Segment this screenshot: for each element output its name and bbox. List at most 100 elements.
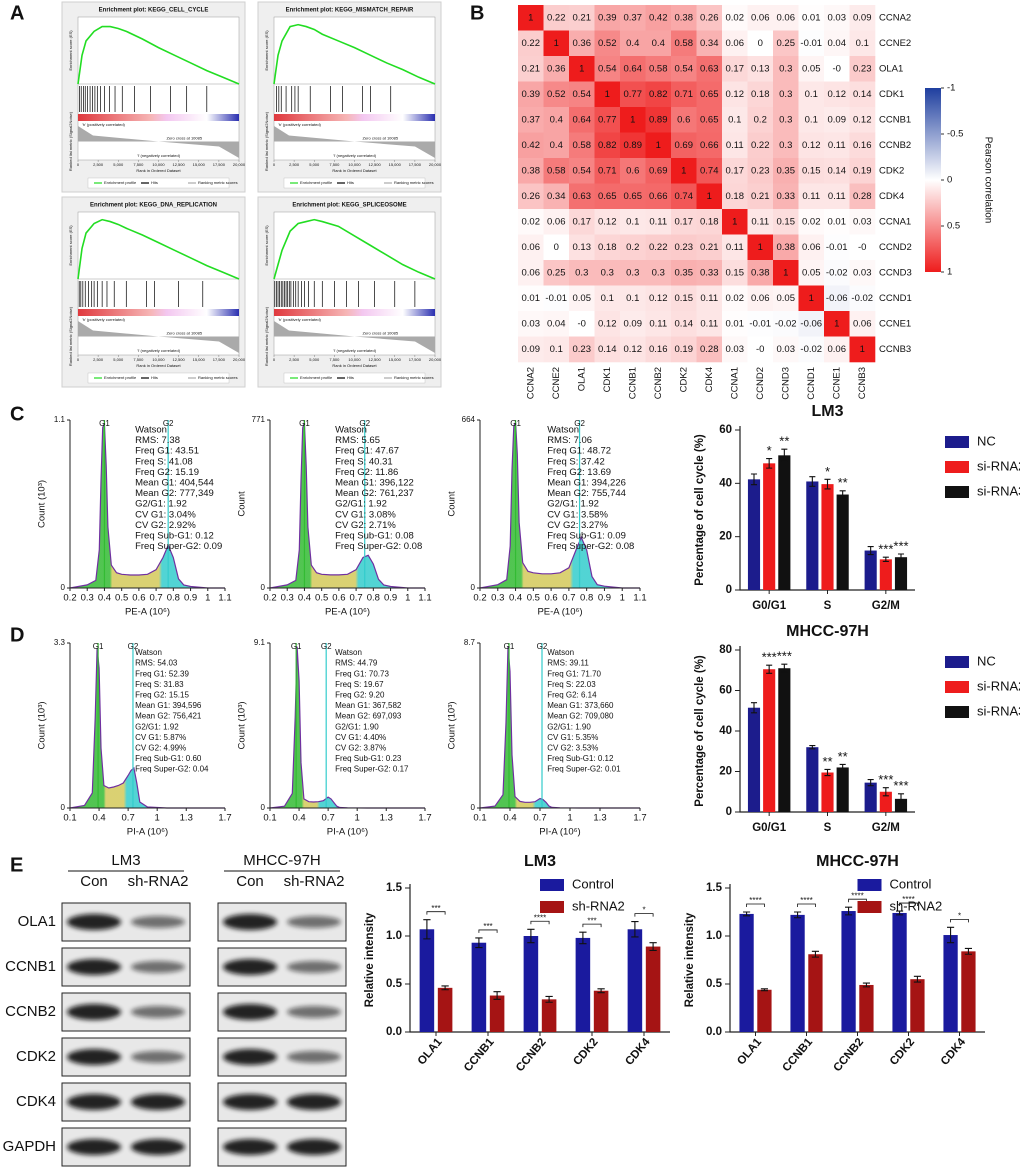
cell-label: 0.71 bbox=[598, 165, 617, 176]
bar bbox=[593, 990, 609, 1032]
band bbox=[131, 961, 185, 973]
heat-cell bbox=[671, 5, 697, 31]
metric-area bbox=[274, 321, 435, 353]
heat-cell bbox=[620, 336, 646, 363]
heat-cell bbox=[518, 5, 544, 31]
heat-cell bbox=[543, 132, 570, 159]
heat-cell bbox=[645, 209, 672, 235]
stat-line: Freq S: 31.83 bbox=[135, 680, 184, 689]
stat-line: Freq Sub-G1: 0.60 bbox=[135, 754, 202, 763]
annotation: 'l' (negatively correlated) bbox=[137, 348, 181, 353]
heat-cell bbox=[543, 107, 570, 133]
heat-cell bbox=[620, 5, 646, 31]
significance: *** bbox=[431, 904, 440, 913]
cell-label: 0.4 bbox=[652, 38, 665, 49]
y-tick-label: 1.0 bbox=[386, 930, 402, 942]
band bbox=[131, 1006, 185, 1018]
heat-cell bbox=[849, 30, 876, 57]
heat-cell bbox=[696, 5, 723, 31]
x-tick-label: 0.7 bbox=[122, 813, 135, 824]
x-tick-label: 1 bbox=[567, 813, 572, 824]
cell-label: 0.06 bbox=[726, 38, 745, 49]
bar bbox=[864, 782, 877, 812]
heat-cell bbox=[671, 81, 697, 108]
protein-label: GAPDH bbox=[3, 1138, 56, 1155]
x-tick-label: CCNB2 bbox=[514, 1036, 549, 1074]
stat-line: Freq G2: 13.69 bbox=[547, 467, 611, 478]
heat-cell bbox=[798, 56, 825, 82]
heat-cell bbox=[645, 132, 672, 159]
heat-cell bbox=[773, 158, 799, 184]
heat-cell bbox=[722, 183, 748, 210]
cell-label: 0.4 bbox=[550, 114, 563, 125]
stat-line: G2/G1: 1.92 bbox=[135, 722, 179, 731]
x-tick-label: 0.3 bbox=[81, 593, 94, 604]
stat-line: Freq S: 41.08 bbox=[135, 456, 193, 467]
x-tick-label: 0.7 bbox=[562, 593, 575, 604]
legend-swatch bbox=[945, 436, 969, 448]
heat-cell bbox=[824, 234, 850, 261]
heat-cell bbox=[849, 56, 876, 82]
y-axis-label: Ranked list metric (Signal2Noise) bbox=[68, 306, 73, 366]
significance: **** bbox=[749, 896, 761, 905]
x-tick-label: 0.1 bbox=[263, 813, 276, 824]
cell-label: 0.06 bbox=[777, 12, 796, 23]
heat-cell bbox=[569, 107, 595, 133]
cell-label: 0.36 bbox=[573, 38, 592, 49]
heat-cell bbox=[569, 311, 595, 337]
x-tick-label: 0.1 bbox=[63, 813, 76, 824]
heat-cell bbox=[569, 209, 595, 235]
area-fill bbox=[70, 423, 225, 588]
legend-swatch bbox=[945, 486, 969, 498]
gate-label: G2 bbox=[163, 419, 174, 428]
heat-cell bbox=[849, 234, 876, 261]
legend-swatch bbox=[945, 461, 969, 473]
cell-label: 0.06 bbox=[522, 267, 541, 278]
cell-label: 0.1 bbox=[626, 293, 639, 304]
legend-swatch bbox=[945, 656, 969, 668]
cell-label: 0.2 bbox=[626, 242, 639, 253]
heat-cell bbox=[569, 30, 595, 57]
col-label: CCND2 bbox=[755, 367, 766, 400]
row-label: CDK2 bbox=[879, 165, 904, 176]
cell-label: 0.58 bbox=[573, 140, 592, 151]
x-tick-label: 0.2 bbox=[263, 593, 276, 604]
heat-cell bbox=[594, 260, 621, 286]
cell-label: 0.39 bbox=[598, 12, 617, 23]
stat-line: Freq Super-G2: 0.08 bbox=[547, 541, 634, 552]
y-tick-label: 60 bbox=[719, 685, 732, 697]
heat-cell bbox=[696, 260, 723, 286]
legend-label: NC bbox=[977, 653, 996, 668]
stat-line: RMS: 7.06 bbox=[547, 435, 592, 446]
protein-label: CCNB1 bbox=[5, 958, 56, 975]
cell-label: 0.01 bbox=[726, 318, 745, 329]
stat-line: CV G2: 3.87% bbox=[335, 744, 386, 753]
x-tick-label: 0.5 bbox=[527, 593, 540, 604]
y-axis-label: Enrichment score (ES) bbox=[264, 30, 269, 71]
x-axis-label: PE-A (10⁶) bbox=[125, 607, 170, 618]
heat-cell bbox=[620, 30, 646, 57]
y-tick-label: 0 bbox=[471, 803, 476, 812]
error-bar bbox=[839, 763, 846, 772]
col-label: CDK4 bbox=[704, 367, 715, 392]
cell-label: 1 bbox=[758, 242, 763, 253]
cell-label: 0.6 bbox=[677, 114, 690, 125]
legend-label: si-RNA3 bbox=[977, 703, 1020, 718]
cell-label: 0.12 bbox=[853, 114, 872, 125]
heat-cell bbox=[798, 336, 825, 363]
heat-cell bbox=[773, 336, 799, 363]
heat-cell bbox=[594, 311, 621, 337]
row-label: CCND2 bbox=[879, 242, 912, 253]
heat-cell bbox=[773, 107, 799, 133]
row-label: CCNB1 bbox=[879, 114, 911, 125]
heat-cell bbox=[747, 132, 774, 159]
cell-label: 0.12 bbox=[598, 318, 617, 329]
heat-cell bbox=[645, 107, 672, 133]
es-line bbox=[273, 23, 436, 85]
x-tick-label: 15,000 bbox=[193, 162, 206, 167]
col-label: OLA1 bbox=[576, 367, 587, 391]
heat-cell bbox=[722, 81, 748, 108]
heat-cell bbox=[773, 5, 799, 31]
cell-label: 0.3 bbox=[601, 267, 614, 278]
plot-area bbox=[77, 211, 240, 356]
